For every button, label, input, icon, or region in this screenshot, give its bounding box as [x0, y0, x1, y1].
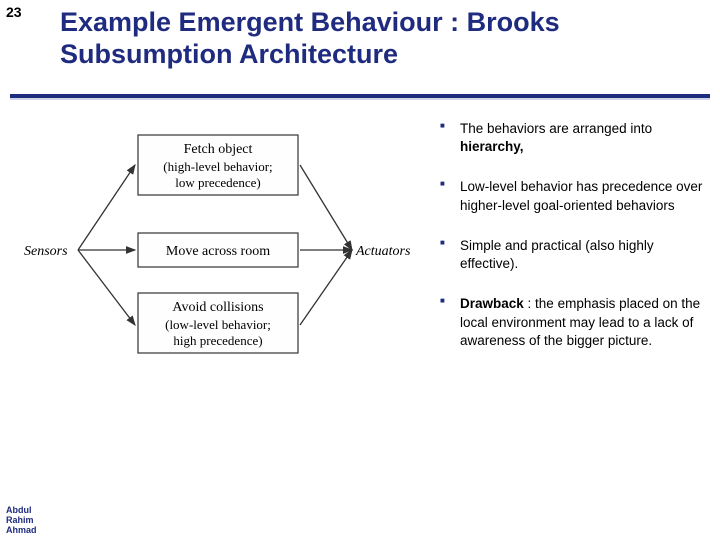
node-bot-label: Avoid collisions [172, 300, 263, 315]
node-bot-sub2: high precedence) [173, 333, 262, 348]
node-top-sub2: low precedence) [175, 175, 261, 190]
edge-top-actuator [300, 165, 352, 250]
subsumption-diagram: Sensors Actuators Fetch object (high-lev… [20, 125, 420, 375]
author-footer: Abdul Rahim Ahmad [6, 506, 37, 536]
bullet-list: The behaviors are arranged into hierarch… [440, 120, 706, 372]
bullet-1-bold: hierarchy, [460, 139, 524, 154]
bullet-4-bold: Drawback [460, 296, 524, 311]
bullet-2-pre: Low-level behavior has precedence over h… [460, 179, 702, 212]
title-underline [10, 94, 710, 98]
author-line-3: Ahmad [6, 526, 37, 536]
page-number: 23 [6, 4, 22, 20]
actuators-label: Actuators [355, 244, 411, 259]
slide-title: Example Emergent Behaviour : Brooks Subs… [60, 6, 706, 71]
node-top-label: Fetch object [184, 142, 253, 157]
bullet-4: Drawback : the emphasis placed on the lo… [440, 295, 706, 350]
node-mid-label: Move across room [166, 244, 270, 259]
node-bot-sub1: (low-level behavior; [165, 317, 271, 332]
bullet-2: Low-level behavior has precedence over h… [440, 178, 706, 214]
bullet-1: The behaviors are arranged into hierarch… [440, 120, 706, 156]
edge-bot-actuator [300, 250, 352, 325]
node-top-sub1: (high-level behavior; [163, 159, 272, 174]
bullet-3-pre: Simple and practical (also highly effect… [460, 238, 654, 271]
bullet-1-pre: The behaviors are arranged into [460, 121, 652, 136]
sensors-label: Sensors [24, 244, 68, 259]
bullet-3: Simple and practical (also highly effect… [440, 237, 706, 273]
edge-sensor-bot [78, 250, 135, 325]
edge-sensor-top [78, 165, 135, 250]
